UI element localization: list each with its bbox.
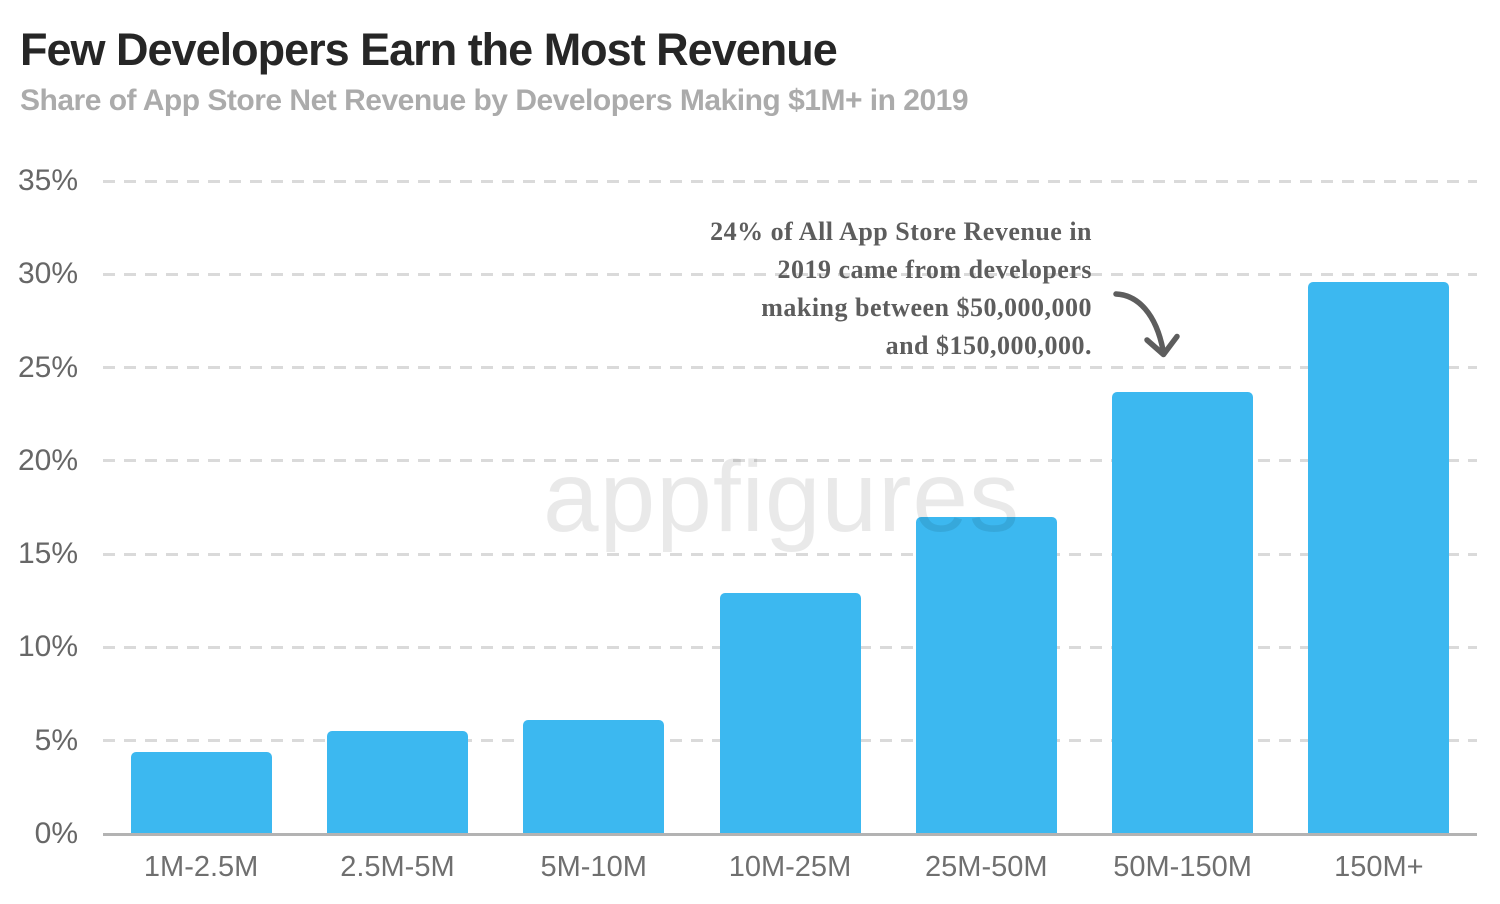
y-tick-label: 10% (17, 630, 78, 664)
bar-1M-2.5M (130, 751, 272, 834)
annotation-line: and $150,000,000. (885, 331, 1092, 360)
bar-50M-150M (1112, 391, 1254, 834)
gridline-25pct (103, 366, 1477, 370)
x-tick-label: 5M-10M (540, 851, 647, 883)
annotation-line: 24% of All App Store Revenue in (710, 217, 1092, 246)
gridline-30pct (103, 272, 1477, 276)
annotation-line: 2019 came from developers (777, 255, 1092, 284)
bar-5M-10M (523, 720, 665, 834)
y-tick-label: 30% (17, 257, 78, 291)
y-tick-label: 5% (34, 723, 78, 757)
y-tick-label: 25% (17, 350, 78, 384)
y-tick-label: 0% (34, 817, 78, 850)
annotation-line: making between $50,000,000 (761, 293, 1092, 322)
y-tick-label: 20% (17, 443, 78, 477)
x-tick-label: 10M-25M (728, 851, 852, 883)
x-tick-label: 2.5M-5M (340, 851, 455, 883)
x-tick-label: 50M-150M (1113, 851, 1252, 883)
gridline-20pct (103, 459, 1477, 463)
bar-25M-50M (915, 516, 1057, 834)
annotation-arrow-icon (1100, 284, 1185, 371)
bar-10M-25M (719, 593, 861, 834)
bar-150M+ (1308, 281, 1450, 834)
x-tick-label: 150M+ (1334, 851, 1424, 883)
annotation-text: 24% of All App Store Revenue in 2019 cam… (630, 213, 1092, 365)
y-tick-label: 35% (17, 164, 78, 197)
chart-title: Few Developers Earn the Most Revenue (20, 24, 838, 75)
x-tick-label: 1M-2.5M (143, 851, 259, 883)
x-axis-baseline (103, 832, 1477, 836)
y-tick-label: 15% (17, 537, 78, 571)
x-tick-label: 25M-50M (925, 851, 1048, 883)
chart-subtitle: Share of App Store Net Revenue by Develo… (20, 84, 969, 117)
bar-2.5M-5M (326, 731, 468, 834)
gridline-35pct (103, 179, 1477, 183)
watermark: appfigures (543, 441, 1020, 553)
gridline-15pct (103, 552, 1477, 556)
